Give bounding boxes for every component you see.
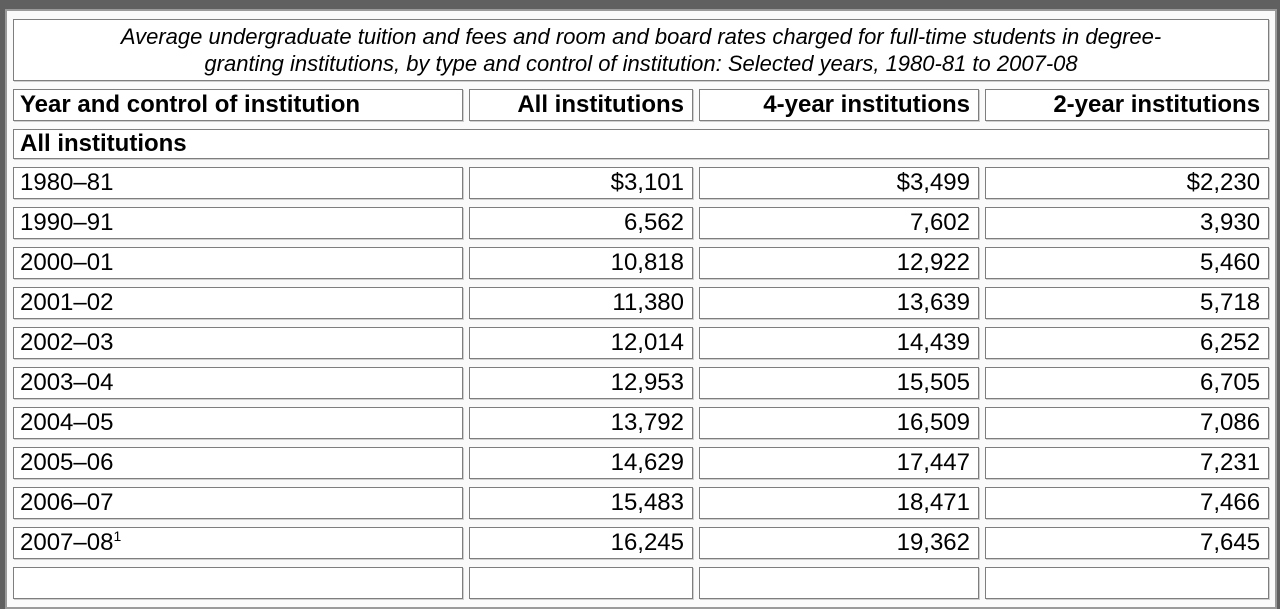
value-cell: $3,101	[469, 167, 693, 199]
table-row: 2001–02 11,380 13,639 5,718	[13, 287, 1270, 319]
value-cell: 6,705	[985, 367, 1270, 399]
value-cell: 12,922	[699, 247, 979, 279]
value-cell: 7,466	[985, 487, 1270, 519]
year-cell: 2004–05	[13, 407, 463, 439]
table-row: 2003–04 12,953 15,505 6,705	[13, 367, 1270, 399]
year-cell: 2002–03	[13, 327, 463, 359]
value-cell: 15,483	[469, 487, 693, 519]
value-cell: 6,562	[469, 207, 693, 239]
tuition-table: Average undergraduate tuition and fees a…	[5, 9, 1278, 609]
header-row: Year and control of institution All inst…	[13, 89, 1270, 121]
year-label: 2007–08	[20, 529, 114, 557]
value-cell: 16,245	[469, 527, 693, 559]
table-title: Average undergraduate tuition and fees a…	[13, 19, 1270, 81]
year-cell: 2001–02	[13, 287, 463, 319]
value-cell: 12,014	[469, 327, 693, 359]
value-cell: 7,086	[985, 407, 1270, 439]
value-cell: 5,718	[985, 287, 1270, 319]
value-cell: 13,639	[699, 287, 979, 319]
value-cell: 18,471	[699, 487, 979, 519]
table-row: 2007–081 16,245 19,362 7,645	[13, 527, 1270, 559]
value-cell: 17,447	[699, 447, 979, 479]
value-cell: 14,629	[469, 447, 693, 479]
partial-cell	[985, 567, 1270, 599]
table-row: 1980–81 $3,101 $3,499 $2,230	[13, 167, 1270, 199]
value-cell: 14,439	[699, 327, 979, 359]
table-row: 1990–91 6,562 7,602 3,930	[13, 207, 1270, 239]
value-cell: 13,792	[469, 407, 693, 439]
column-header-2year: 2-year institutions	[985, 89, 1270, 121]
footnote-marker: 1	[113, 528, 122, 545]
column-header-all: All institutions	[469, 89, 693, 121]
year-cell: 2007–081	[13, 527, 463, 559]
value-cell: 5,460	[985, 247, 1270, 279]
section-header: All institutions	[13, 129, 1270, 159]
partial-cell	[699, 567, 979, 599]
year-cell: 1980–81	[13, 167, 463, 199]
year-cell: 2003–04	[13, 367, 463, 399]
partial-cell	[13, 567, 463, 599]
value-cell: 15,505	[699, 367, 979, 399]
table-title-line1: Average undergraduate tuition and fees a…	[120, 24, 1162, 49]
value-cell: 7,645	[985, 527, 1270, 559]
value-cell: $2,230	[985, 167, 1270, 199]
value-cell: 11,380	[469, 287, 693, 319]
table-row: 2002–03 12,014 14,439 6,252	[13, 327, 1270, 359]
value-cell: 19,362	[699, 527, 979, 559]
year-cell: 2005–06	[13, 447, 463, 479]
table-row: 2006–07 15,483 18,471 7,466	[13, 487, 1270, 519]
value-cell: 10,818	[469, 247, 693, 279]
table-row: 2004–05 13,792 16,509 7,086	[13, 407, 1270, 439]
column-header-4year: 4-year institutions	[699, 89, 979, 121]
partial-next-row	[13, 567, 1270, 599]
value-cell: 7,602	[699, 207, 979, 239]
section-row: All institutions	[13, 129, 1270, 159]
partial-cell	[469, 567, 693, 599]
value-cell: 6,252	[985, 327, 1270, 359]
value-cell: $3,499	[699, 167, 979, 199]
value-cell: 3,930	[985, 207, 1270, 239]
value-cell: 16,509	[699, 407, 979, 439]
table-title-line2: granting institutions, by type and contr…	[204, 51, 1078, 76]
title-row: Average undergraduate tuition and fees a…	[13, 19, 1270, 81]
value-cell: 12,953	[469, 367, 693, 399]
year-cell: 2000–01	[13, 247, 463, 279]
table-row: 2005–06 14,629 17,447 7,231	[13, 447, 1270, 479]
year-cell: 1990–91	[13, 207, 463, 239]
table-row: 2000–01 10,818 12,922 5,460	[13, 247, 1270, 279]
value-cell: 7,231	[985, 447, 1270, 479]
column-header-year: Year and control of institution	[13, 89, 463, 121]
year-cell: 2006–07	[13, 487, 463, 519]
